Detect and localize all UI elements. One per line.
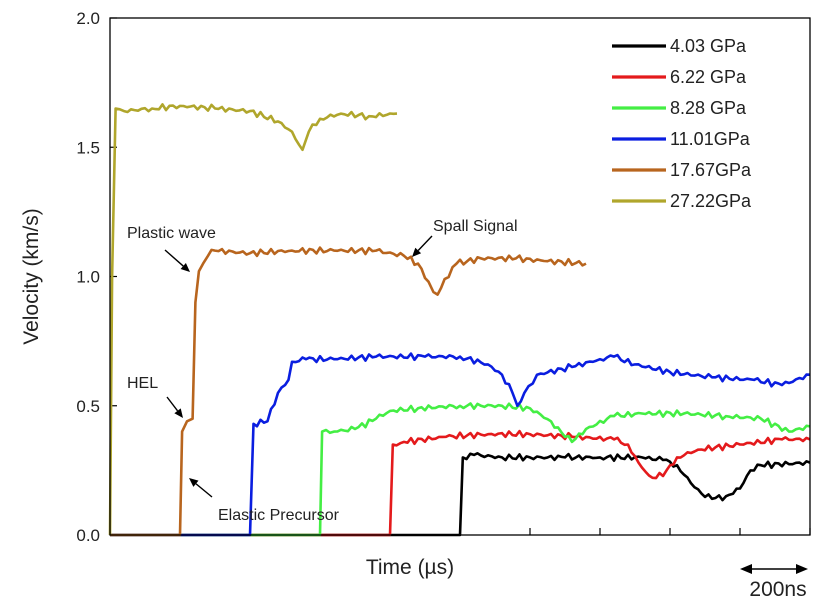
legend-label: 27.22GPa — [670, 191, 752, 211]
scale-bar-arrow-left — [740, 564, 752, 574]
plot-frame — [109, 17, 811, 536]
annotation-arrow — [195, 483, 213, 498]
axis-ticks — [109, 17, 811, 536]
series-line — [110, 402, 811, 537]
y-axis-title: Velocity (km/s) — [20, 208, 43, 345]
annotations: Plastic wave Spall Signal HEL Elastic Precu… — [127, 218, 518, 524]
annotation-arrow — [164, 249, 184, 267]
scale-bar: 200ns — [740, 564, 808, 598]
y-tick-label: 1.5 — [76, 138, 100, 157]
series-line — [108, 103, 398, 536]
annotation-arrowhead — [189, 478, 199, 487]
annotation-label: HEL — [127, 375, 158, 392]
series-lines — [108, 103, 811, 537]
legend: 4.03 GPa 6.22 GPa 8.28 GPa 11.01GPa 17.67GPa… — [612, 36, 752, 211]
series-line — [110, 452, 811, 537]
legend-label: 11.01GPa — [670, 129, 751, 149]
y-tick-labels: 0.0 0.5 1.0 1.5 2.0 — [76, 9, 100, 545]
legend-label: 17.67GPa — [670, 160, 752, 180]
annotation-arrowhead — [180, 263, 190, 272]
legend-label: 8.28 GPa — [670, 98, 747, 118]
legend-label: 6.22 GPa — [670, 67, 747, 87]
annotation-arrow — [166, 396, 179, 412]
scale-bar-arrow-right — [796, 564, 808, 574]
annotation-label: Spall Signal — [433, 218, 518, 235]
annotation-arrow — [417, 235, 433, 251]
legend-label: 4.03 GPa — [670, 36, 747, 56]
y-tick-label: 2.0 — [76, 9, 100, 28]
series-line — [110, 429, 811, 537]
annotation-label: Plastic wave — [127, 225, 216, 242]
y-tick-label: 0.0 — [76, 526, 100, 545]
annotation-arrowhead — [412, 247, 422, 257]
series-line — [110, 352, 811, 537]
y-tick-label: 0.5 — [76, 397, 100, 416]
y-tick-label: 1.0 — [76, 268, 100, 287]
series-line — [110, 246, 587, 537]
x-axis-title: Time (µs) — [366, 556, 454, 579]
scale-bar-label: 200ns — [749, 578, 806, 598]
annotation-label: Elastic Precursor — [218, 507, 340, 524]
annotation-arrowhead — [174, 408, 183, 418]
